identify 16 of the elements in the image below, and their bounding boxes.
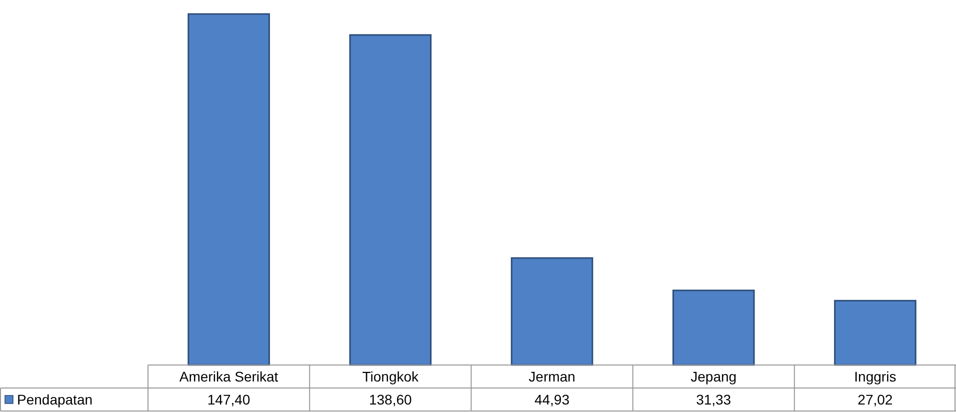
data-label: 27,02 [858, 392, 893, 408]
x-tick-label: Inggris [854, 368, 896, 384]
bar [188, 13, 270, 366]
data-label: 31,33 [696, 392, 732, 408]
x-tick-label: Jepang [690, 368, 737, 384]
x-tick-label: Jerman [528, 368, 576, 384]
x-tick-label: Amerika Serikat [179, 368, 278, 384]
x-tick-label: Tiongkok [362, 368, 420, 384]
data-label: 138,60 [368, 392, 412, 408]
legend-label: Pendapatan [17, 392, 93, 408]
bar [672, 290, 755, 366]
bar [349, 34, 432, 366]
bar [510, 257, 594, 366]
bar [834, 300, 916, 366]
data-label: 147,40 [207, 392, 250, 408]
data-label: 44,93 [534, 392, 570, 408]
